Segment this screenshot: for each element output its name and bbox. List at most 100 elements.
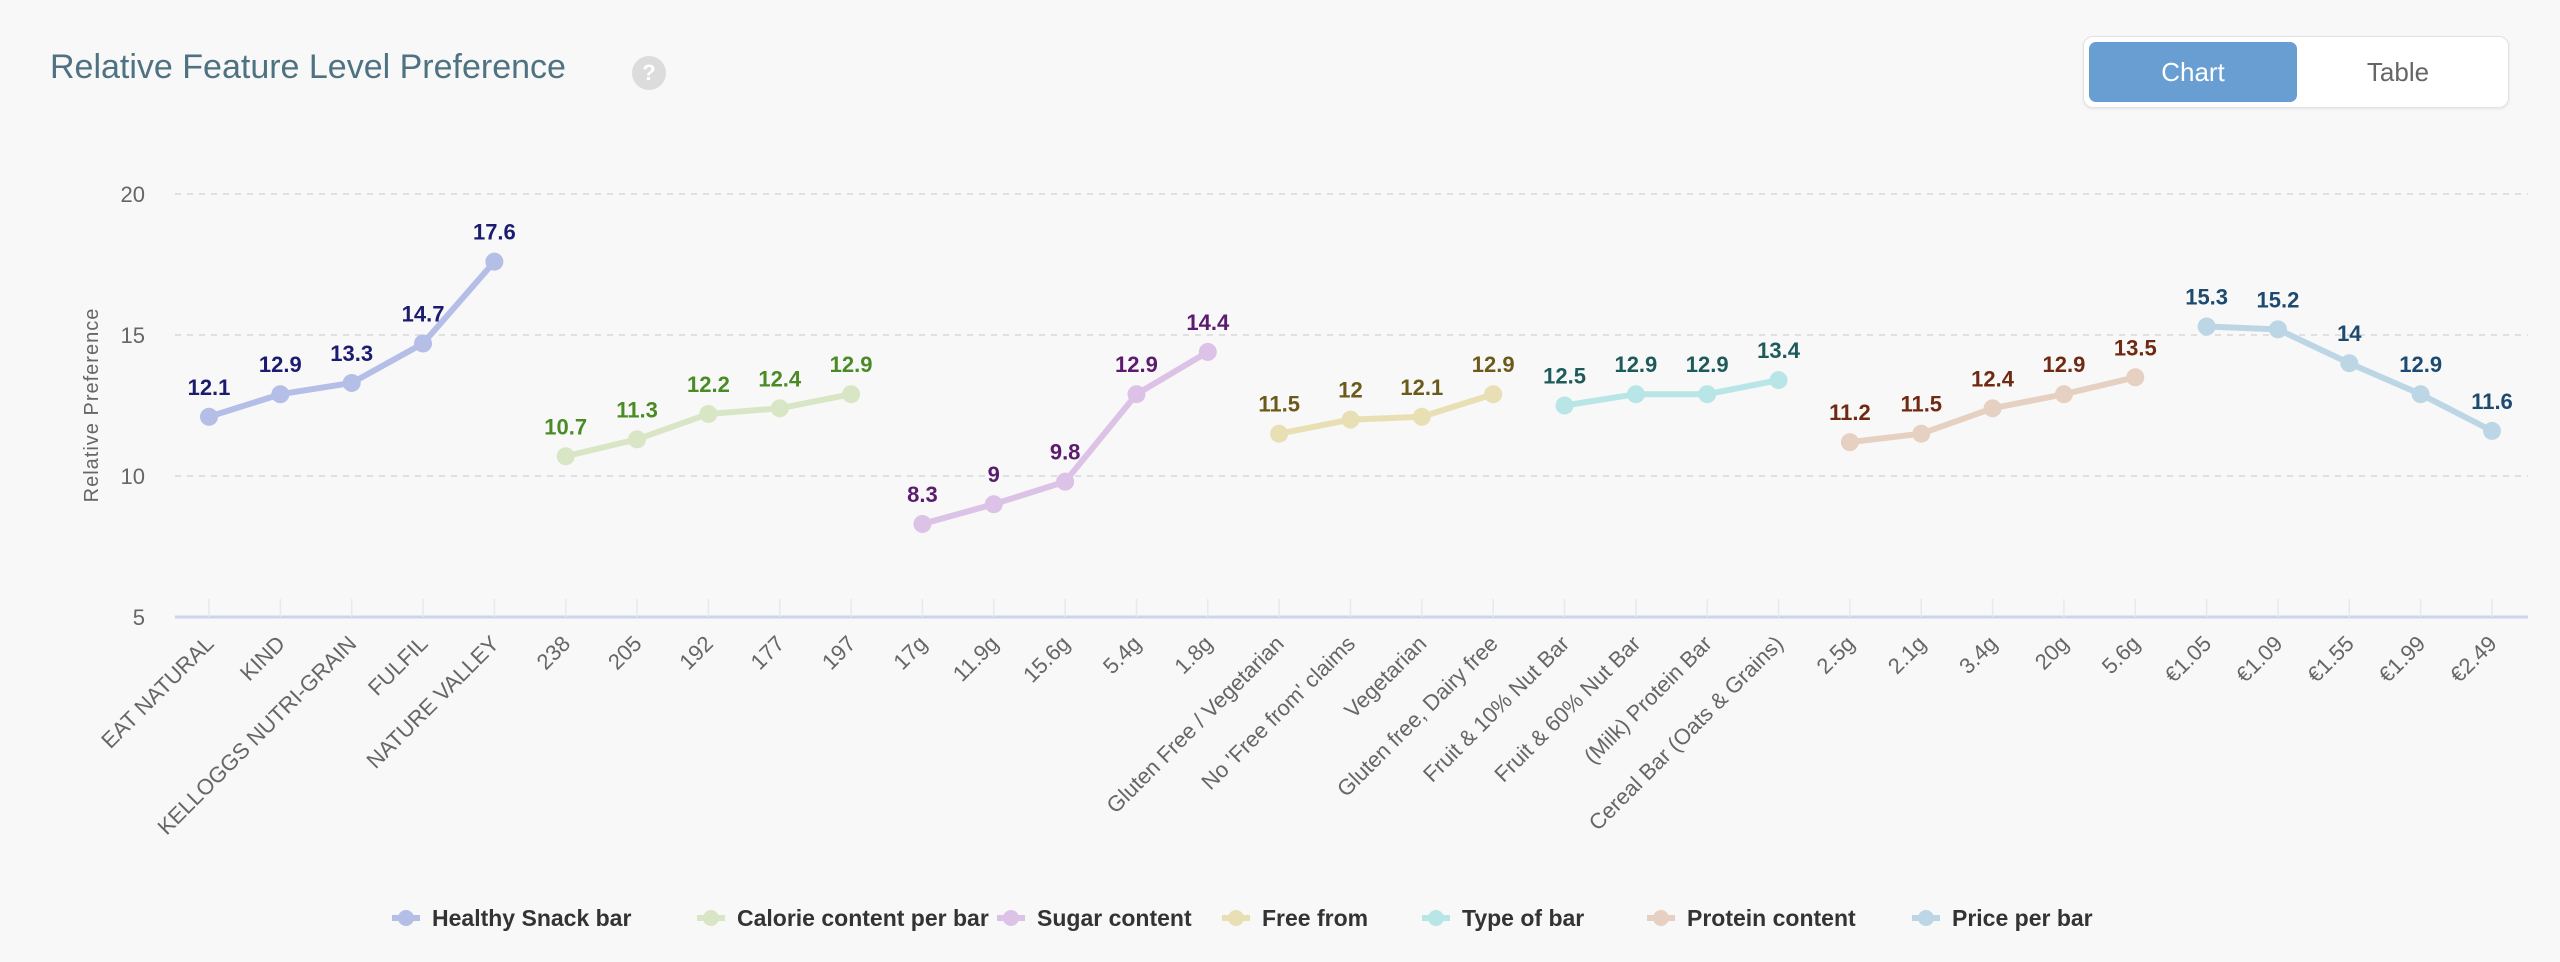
data-point[interactable]: [485, 252, 504, 271]
data-point[interactable]: [1341, 410, 1360, 429]
series-healthy-snack-bar: 12.1 12.9 13.3 14.7 17.6: [188, 220, 516, 426]
data-point[interactable]: [842, 385, 861, 404]
data-label: 17.6: [473, 220, 516, 245]
legend-marker-icon: [1003, 910, 1019, 926]
legend-item[interactable]: Sugar content: [997, 905, 1192, 931]
series-sugar-content: 8.3 9 9.8 12.9 14.4: [907, 310, 1230, 533]
series-line: [1564, 377, 1780, 409]
data-point[interactable]: [414, 334, 433, 353]
legend-label: Free from: [1262, 905, 1368, 931]
data-point[interactable]: [770, 399, 789, 418]
data-point[interactable]: [2268, 320, 2287, 339]
x-tick-label: (Milk) Protein Bar: [1579, 631, 1717, 769]
x-tick-label: €1.99: [2374, 631, 2431, 688]
x-tick-label: 5.4g: [1098, 631, 1146, 679]
data-label: 12.1: [188, 375, 231, 400]
data-point[interactable]: [1769, 371, 1788, 390]
x-tick-label: 15.6g: [1018, 631, 1075, 688]
x-tick-label: 3.4g: [1954, 631, 2002, 679]
data-point[interactable]: [2411, 385, 2430, 404]
legend-item[interactable]: Free from: [1222, 905, 1368, 931]
page-title: Relative Feature Level Preference: [50, 48, 566, 86]
view-toggle: Chart Table: [2083, 36, 2509, 108]
series-price-per-bar: 15.3 15.2 14 12.9 11.6: [2185, 285, 2513, 440]
data-point[interactable]: [1198, 342, 1217, 361]
x-tick-label: 205: [603, 631, 647, 675]
data-point[interactable]: [1270, 424, 1289, 443]
x-tick-label: 2.5g: [1811, 631, 1859, 679]
x-tick-label: €2.49: [2445, 631, 2502, 688]
x-tick-label: 177: [746, 631, 790, 675]
data-label: 12.4: [758, 366, 802, 391]
data-label: 11.2: [1829, 400, 1871, 425]
series-free-from: 11.5 12 12.1 12.9: [1258, 352, 1515, 443]
data-point[interactable]: [2054, 385, 2073, 404]
y-tick-label: 10: [121, 464, 145, 489]
data-point[interactable]: [1127, 385, 1146, 404]
x-tick-label: 192: [674, 631, 718, 675]
data-label: 12.9: [1686, 352, 1729, 377]
data-label: 14.4: [1186, 310, 1230, 335]
data-point[interactable]: [200, 407, 218, 426]
data-label: 12.9: [2399, 352, 2442, 377]
legend-item[interactable]: Price per bar: [1912, 905, 2093, 931]
legend-item[interactable]: Calorie content per bar: [697, 905, 989, 931]
data-point[interactable]: [1412, 407, 1431, 426]
data-label: 12.2: [687, 372, 730, 397]
data-point[interactable]: [2340, 354, 2359, 373]
data-point[interactable]: [1626, 385, 1645, 404]
data-label: 12.9: [1115, 352, 1158, 377]
legend-item[interactable]: Healthy Snack bar: [392, 905, 631, 931]
legend-marker-icon: [1918, 910, 1934, 926]
help-icon[interactable]: ?: [632, 56, 666, 90]
data-label: 13.4: [1757, 338, 1801, 363]
data-point[interactable]: [2483, 421, 2501, 440]
data-point[interactable]: [271, 385, 290, 404]
legend-label: Type of bar: [1462, 905, 1584, 931]
data-point[interactable]: [342, 373, 361, 392]
legend-marker-icon: [703, 910, 719, 926]
x-tick-label: FULFIL: [363, 631, 433, 701]
legend-marker-icon: [1228, 910, 1244, 926]
data-label: 8.3: [907, 482, 938, 507]
data-label: 12.4: [1971, 366, 2015, 391]
legend-marker-icon: [1653, 910, 1669, 926]
data-point[interactable]: [913, 514, 932, 533]
series-line: [921, 349, 1210, 527]
data-label: 12.9: [1472, 352, 1515, 377]
x-tick-label: 5.6g: [2097, 631, 2145, 679]
data-point[interactable]: [628, 430, 647, 449]
series-line: [565, 391, 852, 460]
data-label: 12.9: [830, 352, 873, 377]
y-tick-label: 20: [121, 182, 145, 207]
x-tick-label: €1.05: [2160, 631, 2217, 688]
legend-item[interactable]: Type of bar: [1422, 905, 1584, 931]
x-tick-label: €1.55: [2302, 631, 2359, 688]
data-point[interactable]: [2197, 317, 2216, 336]
table-view-button[interactable]: Table: [2366, 57, 2430, 87]
legend-item[interactable]: Protein content: [1647, 905, 1856, 931]
data-point[interactable]: [699, 404, 718, 423]
data-point[interactable]: [2126, 368, 2145, 387]
data-point[interactable]: [1555, 396, 1574, 415]
data-label: 14: [2337, 321, 2362, 346]
x-tick-label: €1.09: [2231, 631, 2288, 688]
chart-view-button[interactable]: Chart: [2089, 42, 2297, 102]
data-point[interactable]: [1912, 424, 1931, 443]
data-point[interactable]: [1983, 399, 2002, 418]
data-point[interactable]: [984, 495, 1003, 514]
data-label: 9.8: [1050, 440, 1081, 465]
data-point[interactable]: [1840, 433, 1859, 452]
data-label: 12.1: [1400, 375, 1443, 400]
data-point[interactable]: [1484, 385, 1503, 404]
data-point[interactable]: [1056, 472, 1075, 491]
data-point[interactable]: [556, 447, 575, 466]
legend-marker-icon: [1428, 910, 1444, 926]
legend-label: Protein content: [1687, 905, 1856, 931]
legend-marker-icon: [398, 910, 414, 926]
data-point[interactable]: [1698, 385, 1717, 404]
data-label: 12.9: [259, 352, 302, 377]
y-tick-label: 15: [121, 323, 145, 348]
x-tick-label: 2.1g: [1883, 631, 1931, 679]
